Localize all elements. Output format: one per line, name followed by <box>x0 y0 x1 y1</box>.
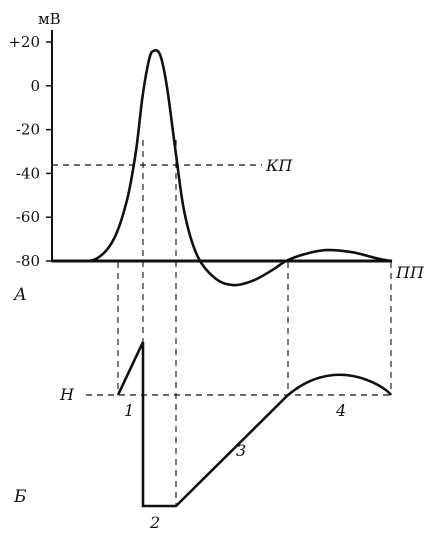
panel-b: Н 1 2 3 4 Б <box>13 341 393 532</box>
panel-b-label: Б <box>13 487 27 507</box>
excitability-curve <box>116 341 393 508</box>
phase-label-3: 3 <box>236 441 246 460</box>
y-tick-label: -60 <box>16 208 40 226</box>
panel-a: мВ +20 0 -20 -40 -60 -80 КП ПП А <box>8 10 425 305</box>
y-tick-label: -40 <box>16 164 40 182</box>
threshold-label: КП <box>265 156 293 175</box>
phase-connectors <box>117 140 392 506</box>
y-tick-label: +20 <box>8 33 40 51</box>
reference-label: Н <box>59 385 75 404</box>
panel-a-label: А <box>13 285 27 305</box>
phase-label-2: 2 <box>149 513 160 532</box>
phase-label-4: 4 <box>335 401 346 420</box>
y-tick-label: -80 <box>16 252 40 270</box>
y-tick-label: -20 <box>16 121 40 139</box>
y-ticks: +20 0 -20 -40 -60 -80 <box>8 33 52 270</box>
y-axis-unit: мВ <box>38 10 61 28</box>
y-tick-label: 0 <box>30 77 40 95</box>
action-potential-curve <box>51 48 393 287</box>
phase-label-1: 1 <box>124 401 134 420</box>
baseline-label: ПП <box>395 263 425 282</box>
